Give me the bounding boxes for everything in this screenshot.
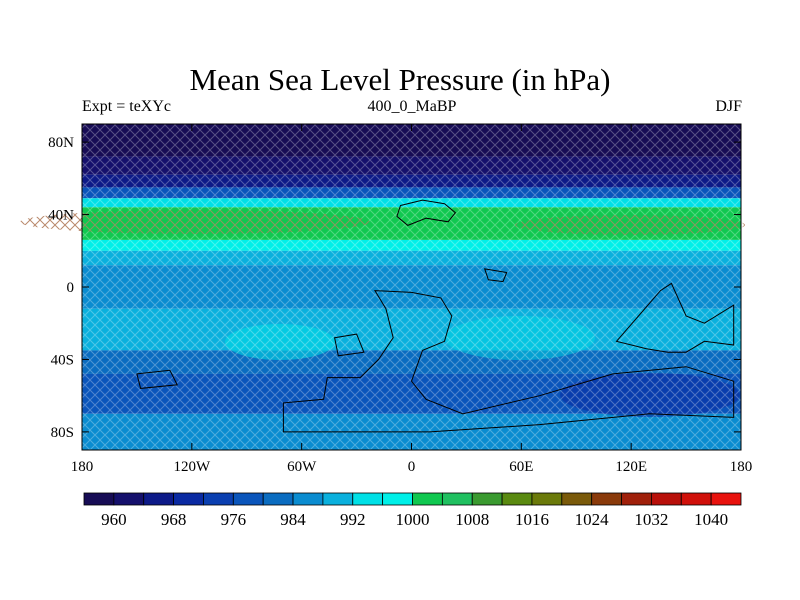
land-west-islands bbox=[136, 369, 178, 389]
y-tick-label-3: 40S bbox=[51, 352, 74, 368]
colorbar: 960 968 976 984 992 1000 1008 1016 1024 1032 1040 bbox=[83, 492, 742, 529]
colorbar-label-9: 1032 bbox=[634, 510, 668, 529]
colorbar-swatch-4 bbox=[203, 492, 234, 506]
colorbar-label-0: 960 bbox=[101, 510, 127, 529]
colorbar-swatch-9 bbox=[352, 492, 384, 506]
colorbar-swatch-20 bbox=[680, 492, 712, 506]
y-tick-label-4: 80S bbox=[51, 425, 74, 441]
colorbar-label-3: 984 bbox=[280, 510, 306, 529]
x-tick-label-0: 180 bbox=[71, 459, 94, 475]
land-north-40n bbox=[396, 199, 457, 226]
colorbar-swatch-11 bbox=[412, 492, 443, 506]
colorbar-swatch-5 bbox=[232, 492, 264, 506]
y-tick-label-2: 0 bbox=[67, 280, 75, 296]
colorbar-swatch-1 bbox=[113, 492, 145, 506]
colorbar-swatch-15 bbox=[531, 492, 563, 506]
time-period-label: 400_0_MaBP bbox=[367, 98, 457, 115]
colorbar-swatch-21 bbox=[710, 492, 742, 506]
colorbar-swatch-18 bbox=[621, 492, 652, 506]
colorbar-swatch-6 bbox=[262, 492, 294, 506]
experiment-label: Expt = teXYc bbox=[82, 98, 171, 115]
colorbar-swatch-3 bbox=[173, 492, 204, 506]
hatch-overlay bbox=[82, 124, 741, 450]
colorbar-label-7: 1016 bbox=[515, 510, 549, 529]
map-title: Mean Sea Level Pressure (in hPa) bbox=[189, 62, 611, 97]
season-label: DJF bbox=[715, 98, 742, 115]
y-tick-label-1: 40N bbox=[48, 208, 74, 224]
x-tick-label-5: 120E bbox=[615, 459, 647, 475]
colorbar-swatch-0 bbox=[83, 492, 115, 506]
x-tick-label-3: 0 bbox=[408, 459, 416, 475]
colorbar-swatch-12 bbox=[441, 492, 473, 506]
x-tick-label-1: 120W bbox=[173, 459, 211, 475]
axis-ticks: 180 120W 60W 0 60E 120E 180 80N 40N 0 40S 80S bbox=[48, 124, 752, 475]
colorbar-swatch-16 bbox=[561, 492, 593, 506]
colorbar-label-5: 1000 bbox=[396, 510, 430, 529]
colorbar-swatch-8 bbox=[322, 492, 354, 506]
colorbar-label-10: 1040 bbox=[694, 510, 728, 529]
colorbar-swatch-10 bbox=[382, 492, 413, 506]
colorbar-swatch-19 bbox=[651, 492, 682, 506]
colorbar-label-6: 1008 bbox=[455, 510, 489, 529]
x-tick-label-6: 180 bbox=[730, 459, 753, 475]
colorbar-swatch-2 bbox=[143, 492, 174, 506]
colorbar-swatch-17 bbox=[591, 492, 622, 506]
land-southwest-fragment bbox=[334, 333, 365, 357]
land-east-arc bbox=[615, 282, 735, 353]
colorbar-label-4: 992 bbox=[340, 510, 366, 529]
colorbar-swatch-13 bbox=[471, 492, 503, 506]
x-tick-label-2: 60W bbox=[287, 459, 317, 475]
colorbar-swatch-14 bbox=[501, 492, 533, 506]
colorbar-swatch-7 bbox=[292, 492, 324, 506]
x-tick-label-4: 60E bbox=[509, 459, 533, 475]
land-east-small bbox=[483, 268, 508, 283]
y-tick-label-0: 80N bbox=[48, 135, 74, 151]
land-south-central bbox=[282, 290, 735, 433]
colorbar-label-2: 976 bbox=[221, 510, 247, 529]
colorbar-label-1: 968 bbox=[161, 510, 187, 529]
continent-outlines bbox=[136, 199, 735, 433]
colorbar-label-8: 1024 bbox=[575, 510, 610, 529]
